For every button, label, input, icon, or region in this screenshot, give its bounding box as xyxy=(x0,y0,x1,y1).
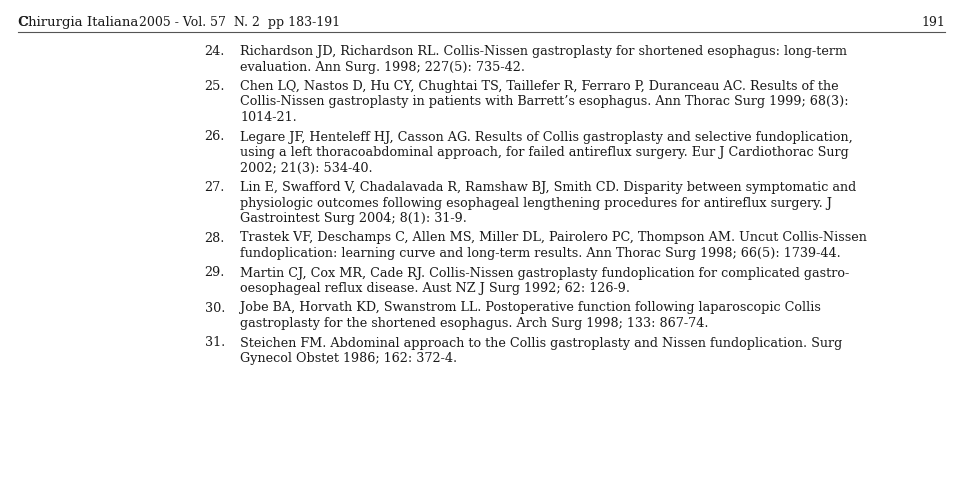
Text: Gynecol Obstet 1986; 162: 372-4.: Gynecol Obstet 1986; 162: 372-4. xyxy=(240,352,457,365)
Text: 24.: 24. xyxy=(204,45,225,58)
Text: Trastek VF, Deschamps C, Allen MS, Miller DL, Pairolero PC, Thompson AM. Uncut C: Trastek VF, Deschamps C, Allen MS, Mille… xyxy=(240,232,867,244)
Text: fundoplication: learning curve and long-term results. Ann Thorac Surg 1998; 66(5: fundoplication: learning curve and long-… xyxy=(240,247,841,260)
Text: Gastrointest Surg 2004; 8(1): 31-9.: Gastrointest Surg 2004; 8(1): 31-9. xyxy=(240,212,467,225)
Text: Lin E, Swafford V, Chadalavada R, Ramshaw BJ, Smith CD. Disparity between sympto: Lin E, Swafford V, Chadalavada R, Ramsha… xyxy=(240,181,856,194)
Text: Jobe BA, Horvath KD, Swanstrom LL. Postoperative function following laparoscopic: Jobe BA, Horvath KD, Swanstrom LL. Posto… xyxy=(240,302,821,314)
Text: using a left thoracoabdominal approach, for failed antireflux surgery. Eur J Car: using a left thoracoabdominal approach, … xyxy=(240,146,849,159)
Text: 191: 191 xyxy=(922,16,945,29)
Text: 29.: 29. xyxy=(204,266,225,280)
Text: physiologic outcomes following esophageal lengthening procedures for antireflux : physiologic outcomes following esophagea… xyxy=(240,196,832,209)
Text: Martin CJ, Cox MR, Cade RJ. Collis-Nissen gastroplasty fundoplication for compli: Martin CJ, Cox MR, Cade RJ. Collis-Nisse… xyxy=(240,266,850,280)
Text: C: C xyxy=(18,16,28,29)
Text: Collis-Nissen gastroplasty in patients with Barrett’s esophagus. Ann Thorac Surg: Collis-Nissen gastroplasty in patients w… xyxy=(240,96,849,108)
Text: Chen LQ, Nastos D, Hu CY, Chughtai TS, Taillefer R, Ferraro P, Duranceau AC. Res: Chen LQ, Nastos D, Hu CY, Chughtai TS, T… xyxy=(240,80,839,93)
Text: oesophageal reflux disease. Aust NZ J Surg 1992; 62: 126-9.: oesophageal reflux disease. Aust NZ J Su… xyxy=(240,282,630,295)
Text: 27.: 27. xyxy=(204,181,225,194)
Text: 1014-21.: 1014-21. xyxy=(240,111,297,124)
Text: gastroplasty for the shortened esophagus. Arch Surg 1998; 133: 867-74.: gastroplasty for the shortened esophagus… xyxy=(240,317,708,330)
Text: Steichen FM. Abdominal approach to the Collis gastroplasty and Nissen fundoplica: Steichen FM. Abdominal approach to the C… xyxy=(240,336,842,349)
Text: Legare JF, Henteleff HJ, Casson AG. Results of Collis gastroplasty and selective: Legare JF, Henteleff HJ, Casson AG. Resu… xyxy=(240,130,852,143)
Text: 2005 - Vol. 57  N. 2  pp 183-191: 2005 - Vol. 57 N. 2 pp 183-191 xyxy=(135,16,340,29)
Text: evaluation. Ann Surg. 1998; 227(5): 735-42.: evaluation. Ann Surg. 1998; 227(5): 735-… xyxy=(240,60,525,74)
Text: 25.: 25. xyxy=(204,80,225,93)
Text: 2002; 21(3): 534-40.: 2002; 21(3): 534-40. xyxy=(240,162,372,174)
Text: 28.: 28. xyxy=(204,232,225,244)
Text: Richardson JD, Richardson RL. Collis-Nissen gastroplasty for shortened esophagus: Richardson JD, Richardson RL. Collis-Nis… xyxy=(240,45,847,58)
Text: 31.: 31. xyxy=(204,336,225,349)
Text: 26.: 26. xyxy=(204,130,225,143)
Text: 30.: 30. xyxy=(204,302,225,314)
Text: Chirurgia Italiana: Chirurgia Italiana xyxy=(18,16,138,29)
